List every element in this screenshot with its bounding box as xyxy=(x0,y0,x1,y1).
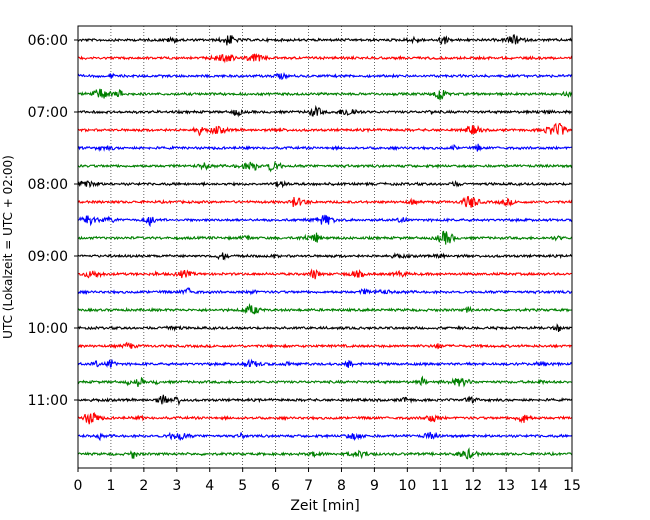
trace-1145 xyxy=(77,447,573,460)
x-tick-label: 2 xyxy=(139,478,148,494)
y-tick-label: 08:00 xyxy=(28,177,68,193)
x-axis-ticks: 0 1 2 3 4 5 6 7 8 9 10 11 12 13 14 15 xyxy=(74,468,581,494)
trace-0945 xyxy=(77,303,573,315)
trace-1000 xyxy=(77,323,573,332)
trace-0700 xyxy=(77,104,573,118)
trace-0845 xyxy=(77,230,573,245)
trace-0745 xyxy=(77,160,573,173)
trace-0830 xyxy=(77,214,573,228)
trace-1130 xyxy=(77,431,573,442)
trace-0930 xyxy=(77,286,573,296)
trace-0630 xyxy=(77,72,573,81)
plot-frame xyxy=(77,25,573,469)
trace-0615 xyxy=(77,52,573,64)
trace-1115 xyxy=(77,412,573,425)
x-tick-label: 11 xyxy=(431,478,449,494)
y-tick-label: 09:00 xyxy=(28,249,68,265)
y-tick-label: 07:00 xyxy=(28,105,68,121)
x-tick-label: 14 xyxy=(530,478,548,494)
trace-1100 xyxy=(77,394,573,407)
y-axis-label: UTC (Lokalzeit = UTC + 02:00) xyxy=(1,155,15,339)
x-tick-label: 15 xyxy=(563,478,581,494)
trace-0915 xyxy=(77,268,573,280)
x-tick-label: 1 xyxy=(106,478,115,494)
trace-0800 xyxy=(77,179,573,189)
y-tick-label: 06:00 xyxy=(28,33,68,49)
trace-1045 xyxy=(77,375,573,388)
x-tick-label: 3 xyxy=(172,478,181,494)
trace-0900 xyxy=(77,252,573,261)
x-tick-label: 12 xyxy=(464,478,482,494)
x-tick-label: 4 xyxy=(205,478,214,494)
x-tick-label: 10 xyxy=(398,478,416,494)
y-axis-ticks: 06:00 07:00 08:00 09:00 10:00 11:00 xyxy=(28,33,78,409)
trace-0645 xyxy=(77,88,573,101)
trace-1030 xyxy=(77,358,573,368)
x-tick-label: 7 xyxy=(304,478,313,494)
y-tick-label: 10:00 xyxy=(28,321,68,337)
trace-0730 xyxy=(77,143,573,153)
trace-0715 xyxy=(77,122,573,137)
y-tick-label: 11:00 xyxy=(28,393,68,409)
trace-1015 xyxy=(77,341,573,350)
trace-0600 xyxy=(77,34,573,46)
trace-0815 xyxy=(77,195,573,208)
x-tick-label: 6 xyxy=(271,478,280,494)
x-axis-label: Zeit [min] xyxy=(290,498,359,514)
x-tick-label: 13 xyxy=(497,478,515,494)
trace-layer xyxy=(77,34,573,460)
x-tick-label: 9 xyxy=(370,478,379,494)
x-tick-label: 5 xyxy=(238,478,247,494)
x-tick-label: 8 xyxy=(337,478,346,494)
x-tick-label: 0 xyxy=(74,478,83,494)
